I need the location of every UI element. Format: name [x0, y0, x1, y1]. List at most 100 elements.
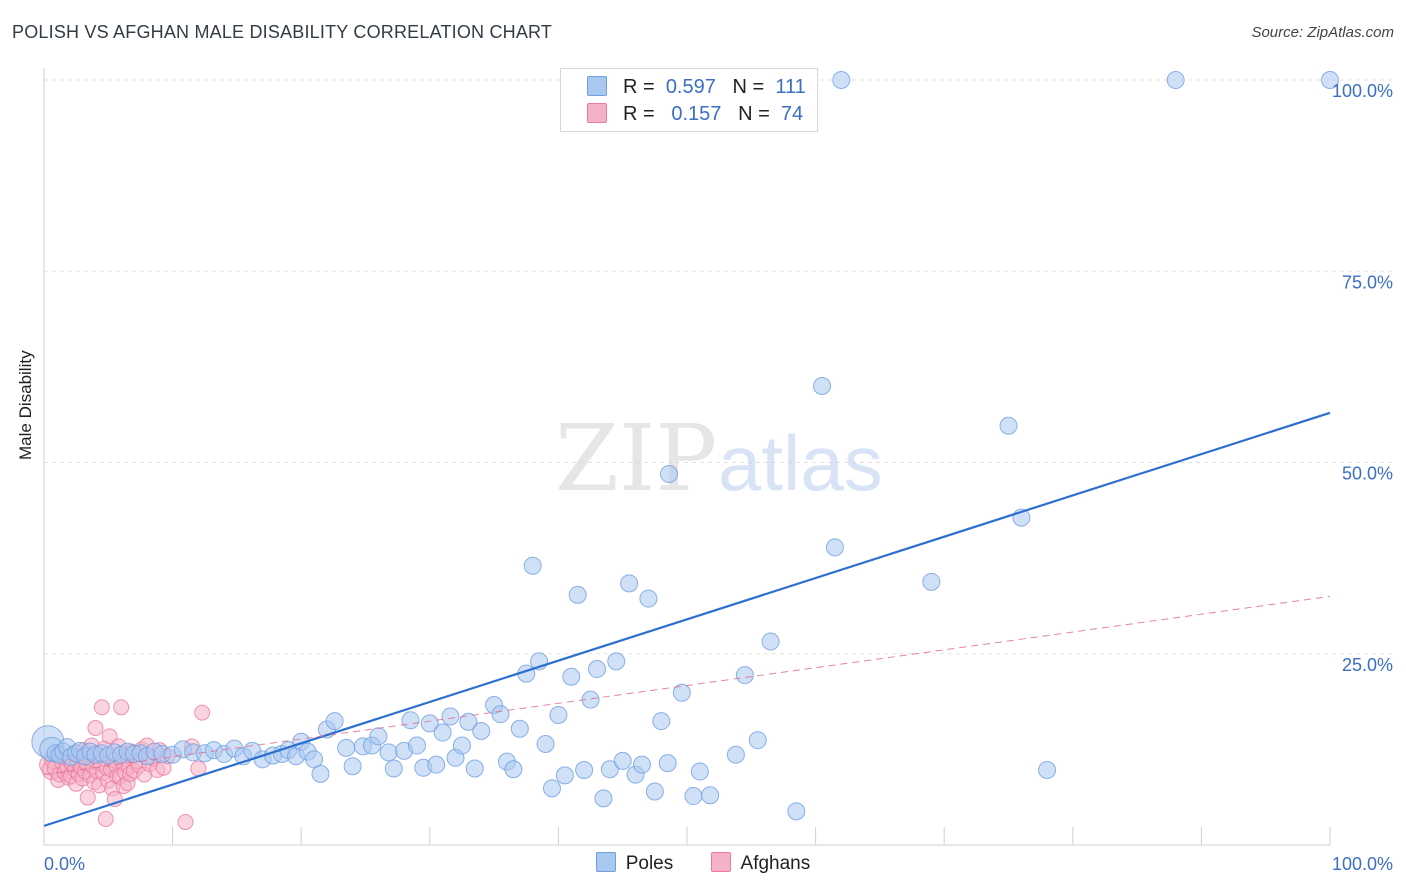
afghans-point-39	[97, 810, 114, 827]
poles-point-81	[607, 652, 626, 671]
poles-point-51	[407, 736, 426, 755]
poles-point-78	[587, 660, 606, 679]
poles-point-98	[761, 632, 780, 651]
poles-point-63	[491, 705, 510, 724]
poles-point-91	[684, 787, 703, 806]
poles-point-97	[748, 731, 767, 750]
poles-points	[31, 71, 1339, 821]
poles-point-75	[568, 585, 587, 604]
legend-row-afghans: R = 0.157 N = 74	[587, 103, 803, 126]
poles-point-80	[600, 760, 619, 779]
afghans-point-72	[177, 814, 194, 831]
poles-point-53	[420, 714, 439, 733]
poles-point-106	[1038, 761, 1057, 780]
poles-point-87	[645, 782, 664, 801]
gridlines	[44, 79, 1392, 655]
poles-point-47	[379, 743, 398, 762]
poles-point-102	[832, 71, 851, 89]
poles-point-66	[510, 719, 529, 738]
afghans-n-label: N =	[738, 103, 770, 125]
poles-point-43	[343, 757, 362, 776]
poles-point-88	[652, 712, 671, 731]
poles-point-72	[549, 705, 568, 724]
poles-point-90	[672, 683, 691, 702]
watermark: ZIP atlas	[555, 405, 883, 512]
poles-point-99	[787, 802, 806, 821]
afghans-trend-line	[43, 595, 1331, 776]
poles-point-58	[452, 736, 471, 755]
poles-point-93	[701, 786, 720, 805]
poles-legend-swatch	[595, 852, 616, 872]
poles-point-74	[562, 667, 581, 686]
afghans-n-value: 74	[780, 103, 804, 125]
afghans-legend-swatch	[710, 852, 731, 872]
poles-point-65	[504, 760, 523, 779]
poles-point-82	[613, 751, 632, 770]
afghans-legend-label: Afghans	[740, 853, 811, 874]
afghans-point-25	[79, 789, 96, 806]
poles-point-86	[639, 589, 658, 608]
afghans-point-74	[194, 704, 211, 721]
poles-point-101	[825, 538, 844, 557]
poles-point-46	[369, 727, 388, 746]
poles-point-42	[337, 738, 356, 757]
afghans-points	[39, 699, 211, 831]
poles-point-50	[401, 711, 420, 730]
poles-n-value: 111	[775, 76, 806, 98]
watermark-atlas: atlas	[718, 419, 883, 507]
series-legend: Poles Afghans	[0, 852, 1406, 875]
poles-legend-label: Poles	[625, 853, 674, 874]
afghans-point-51	[113, 699, 130, 716]
legend-row-poles: R = 0.597 N = 111	[587, 76, 806, 99]
poles-point-61	[472, 722, 491, 741]
trend-lines	[43, 411, 1331, 827]
stats-legend: R = 0.597 N = 111 R = 0.157 N = 74	[560, 68, 818, 132]
x-tick-label-0: 0.0%	[44, 854, 85, 874]
y-tick-label-0: 25.0%	[1342, 655, 1393, 675]
poles-point-96	[735, 666, 754, 685]
poles-point-59	[459, 712, 478, 731]
poles-point-83	[620, 574, 639, 593]
poles-point-68	[523, 556, 542, 575]
poles-point-100	[813, 377, 832, 395]
y-tick-label-1: 50.0%	[1342, 464, 1393, 484]
afghans-swatch	[587, 103, 607, 123]
poles-point-103	[922, 572, 941, 591]
poles-point-92	[690, 762, 709, 781]
poles-point-41	[325, 712, 344, 731]
poles-point-109	[659, 464, 678, 483]
poles-point-107	[1166, 71, 1185, 89]
afghans-point-42	[101, 728, 118, 745]
poles-point-76	[575, 761, 594, 780]
poles-point-108	[1321, 71, 1339, 89]
chart-title: POLISH VS AFGHAN MALE DISABILITY CORRELA…	[12, 22, 553, 42]
poles-r-label: R =	[623, 76, 655, 98]
poles-point-39	[311, 764, 330, 783]
poles-n-label: N =	[732, 76, 765, 98]
afghans-r-label: R =	[623, 103, 655, 125]
poles-point-48	[384, 759, 403, 778]
poles-point-55	[433, 723, 452, 742]
poles-swatch	[587, 76, 607, 96]
poles-point-73	[555, 766, 574, 785]
afghans-point-36	[93, 699, 110, 716]
legend-item-afghans[interactable]: Afghans	[710, 852, 811, 875]
poles-point-60	[465, 759, 484, 778]
axes	[43, 68, 1331, 846]
afghans-point-31	[87, 719, 104, 736]
tick-labels: 25.0% 50.0% 75.0% 100.0% 0.0% 100.0%	[44, 81, 1393, 874]
poles-point-54	[427, 755, 446, 774]
source-label: Source: ZipAtlas.com	[1251, 24, 1394, 41]
poles-point-79	[594, 789, 613, 808]
poles-point-104	[999, 416, 1018, 435]
y-tick-label-2: 75.0%	[1342, 272, 1393, 292]
poles-point-85	[632, 755, 651, 774]
y-tick-label-3: 100.0%	[1332, 81, 1393, 101]
poles-point-70	[536, 735, 555, 754]
x-tick-label-1: 100.0%	[1332, 854, 1393, 874]
poles-point-56	[441, 707, 460, 726]
legend-item-poles[interactable]: Poles	[595, 852, 674, 875]
poles-trend-line	[43, 411, 1331, 827]
watermark-zip: ZIP	[555, 405, 717, 512]
